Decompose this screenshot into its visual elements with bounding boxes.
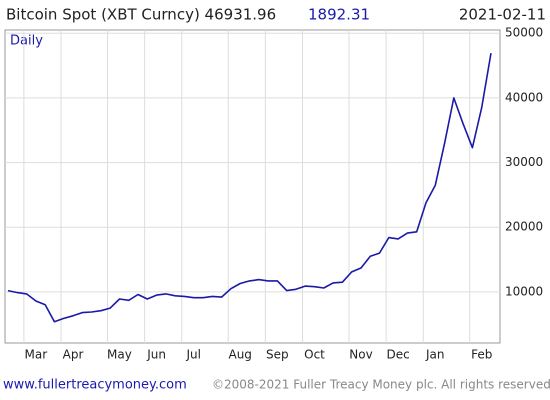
chart-title: Bitcoin Spot (XBT Curncy) 46931.96 (6, 6, 276, 24)
price-line (7, 52, 492, 323)
x-tick-label: Aug (228, 348, 251, 362)
x-tick-label: Sep (266, 348, 289, 362)
x-tick-label: Jan (425, 348, 445, 362)
y-tick-label: 40000 (505, 90, 543, 104)
x-tick-label: Apr (63, 348, 84, 362)
y-tick-label: 20000 (505, 220, 543, 234)
date: 2021-02-11 (459, 6, 546, 24)
x-tick-label: Feb (471, 348, 492, 362)
footer-site: www.fullertreacymoney.com (3, 378, 187, 393)
x-tick-label: Dec (386, 348, 409, 362)
annotation: Daily (10, 34, 43, 49)
x-tick-label: May (107, 348, 132, 362)
change: 1892.31 (308, 6, 370, 24)
x-tick-label: Jun (146, 348, 166, 362)
footer-copyright: ©2008-2021 Fuller Treacy Money plc. All … (212, 378, 550, 392)
y-tick-label: 10000 (505, 284, 543, 298)
x-tick-label: Jul (186, 348, 201, 362)
y-tick-label: 50000 (505, 26, 543, 40)
plot-frame (4, 29, 501, 344)
y-tick-label: 30000 (505, 155, 543, 169)
x-tick-label: Oct (304, 348, 325, 362)
x-tick-label: Mar (25, 348, 48, 362)
x-tick-label: Nov (349, 348, 372, 362)
